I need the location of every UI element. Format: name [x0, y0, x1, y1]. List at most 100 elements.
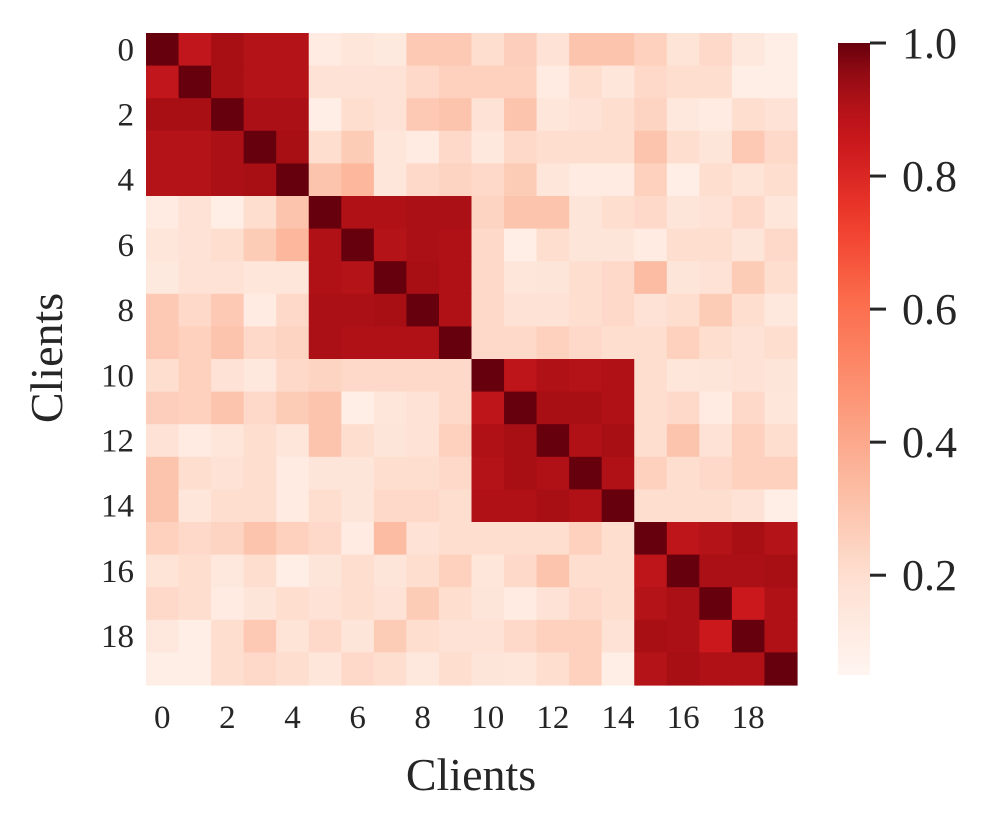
- x-tick-label: 8: [414, 700, 431, 736]
- heatmap-cell: [764, 196, 798, 230]
- heatmap-cell: [276, 261, 310, 295]
- heatmap-cells: [146, 33, 798, 686]
- x-tick-label: 0: [154, 700, 171, 736]
- heatmap-cell: [308, 261, 342, 295]
- heatmap-cell: [504, 261, 538, 295]
- heatmap-cell: [699, 619, 733, 653]
- heatmap-cell: [764, 456, 798, 490]
- heatmap-cell: [471, 554, 505, 588]
- heatmap-cell: [308, 196, 342, 230]
- heatmap-cell: [569, 359, 603, 393]
- heatmap-cell: [634, 587, 668, 621]
- heatmap-cell: [666, 424, 700, 458]
- heatmap-cell: [373, 424, 407, 458]
- heatmap-cell: [634, 391, 668, 425]
- heatmap-cell: [699, 293, 733, 327]
- heatmap-cell: [764, 293, 798, 327]
- heatmap-cell: [146, 619, 180, 653]
- heatmap-cell: [504, 424, 538, 458]
- heatmap-cell: [341, 652, 375, 686]
- x-tick-label: 10: [471, 700, 504, 736]
- heatmap-cell: [276, 65, 310, 99]
- heatmap-cell: [276, 619, 310, 653]
- heatmap-cell: [569, 261, 603, 295]
- heatmap-cell: [699, 163, 733, 197]
- heatmap-cell: [341, 391, 375, 425]
- heatmap-cell: [373, 163, 407, 197]
- heatmap-cell: [699, 228, 733, 262]
- heatmap-cell: [178, 619, 212, 653]
- heatmap-cell: [243, 130, 277, 164]
- heatmap-cell: [406, 228, 440, 262]
- heatmap-cell: [764, 489, 798, 523]
- heatmap-cell: [341, 359, 375, 393]
- heatmap-cell: [504, 456, 538, 490]
- heatmap-cell: [634, 456, 668, 490]
- heatmap-cell: [471, 391, 505, 425]
- heatmap-cell: [276, 391, 310, 425]
- heatmap-cell: [178, 130, 212, 164]
- heatmap-cell: [243, 359, 277, 393]
- heatmap-cell: [178, 424, 212, 458]
- y-tick-label: 0: [118, 32, 135, 68]
- heatmap-cell: [699, 130, 733, 164]
- heatmap-cell: [308, 489, 342, 523]
- heatmap-cell: [308, 587, 342, 621]
- heatmap-cell: [373, 98, 407, 132]
- heatmap-cell: [373, 261, 407, 295]
- heatmap-cell: [569, 326, 603, 360]
- heatmap-cell: [308, 391, 342, 425]
- heatmap-cell: [731, 424, 766, 458]
- heatmap-cell: [601, 391, 635, 425]
- heatmap-cell: [569, 489, 603, 523]
- heatmap-cell: [178, 359, 212, 393]
- heatmap-cell: [731, 456, 766, 490]
- heatmap-cell: [243, 33, 277, 67]
- y-tick-label: 14: [101, 489, 134, 525]
- heatmap-cell: [699, 522, 733, 556]
- y-tick-label: 18: [101, 619, 134, 655]
- heatmap-cell: [146, 65, 180, 99]
- heatmap-cell: [211, 196, 245, 230]
- heatmap-cell: [504, 293, 538, 327]
- colorbar-ticks: 0.2 0.4 0.6 0.8 1.0: [870, 19, 957, 600]
- x-tick-label: 6: [349, 700, 366, 736]
- heatmap-cell: [406, 652, 440, 686]
- heatmap-cell: [438, 456, 473, 490]
- heatmap-cell: [243, 261, 277, 295]
- colorbar: 0.2 0.4 0.6 0.8 1.0: [838, 19, 957, 675]
- heatmap-cell: [504, 489, 538, 523]
- heatmap-cell: [504, 196, 538, 230]
- heatmap-cell: [178, 554, 212, 588]
- heatmap-cell: [373, 489, 407, 523]
- heatmap-cell: [373, 293, 407, 327]
- heatmap-cell: [731, 33, 766, 67]
- heatmap-cell: [178, 293, 212, 327]
- heatmap-cell: [243, 652, 277, 686]
- heatmap-cell: [471, 359, 505, 393]
- heatmap-cell: [373, 326, 407, 360]
- heatmap-cell: [373, 652, 407, 686]
- heatmap-cell: [504, 33, 538, 67]
- heatmap-cell: [406, 619, 440, 653]
- heatmap-cell: [666, 293, 700, 327]
- heatmap-cell: [146, 326, 180, 360]
- heatmap-cell: [731, 293, 766, 327]
- heatmap-cell: [406, 65, 440, 99]
- heatmap-cell: [308, 228, 342, 262]
- heatmap-cell: [601, 228, 635, 262]
- heatmap-cell: [666, 391, 700, 425]
- heatmap-cell: [471, 652, 505, 686]
- heatmap-cell: [536, 98, 570, 132]
- heatmap-cell: [406, 391, 440, 425]
- heatmap-cell: [536, 359, 570, 393]
- heatmap-cell: [764, 261, 798, 295]
- heatmap-cell: [276, 489, 310, 523]
- heatmap-cell: [146, 33, 180, 67]
- heatmap-cell: [504, 326, 538, 360]
- heatmap-cell: [438, 130, 473, 164]
- heatmap-cell: [731, 587, 766, 621]
- heatmap-cell: [666, 619, 700, 653]
- heatmap-cell: [243, 293, 277, 327]
- heatmap-cell: [601, 33, 635, 67]
